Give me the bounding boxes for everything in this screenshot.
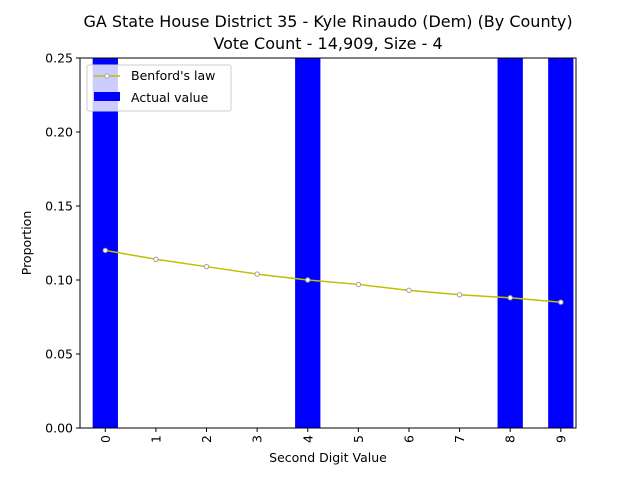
x-tick-label: 0 bbox=[98, 435, 113, 443]
x-axis: 0 1 2 3 4 5 6 7 8 9 bbox=[98, 428, 568, 443]
chart-subtitle: Vote Count - 14,909, Size - 4 bbox=[213, 34, 442, 53]
y-tick-label: 0.05 bbox=[45, 347, 73, 362]
benford-point-9 bbox=[558, 299, 564, 305]
legend-label-benford: Benford's law bbox=[131, 68, 215, 83]
y-tick-label: 0.10 bbox=[45, 273, 73, 288]
y-tick-label: 0.00 bbox=[45, 421, 73, 436]
x-tick-label: 4 bbox=[300, 435, 315, 443]
benford-line-layer bbox=[102, 247, 564, 305]
benford-point-6 bbox=[406, 287, 412, 294]
benford-point-0 bbox=[102, 247, 109, 254]
benford-point-3 bbox=[254, 271, 260, 277]
benford-point-2 bbox=[203, 263, 210, 270]
plot-frame bbox=[79, 57, 577, 429]
x-axis-label: Second Digit Value bbox=[269, 450, 387, 465]
legend-label-actual: Actual value bbox=[131, 90, 209, 105]
x-tick-label: 5 bbox=[351, 435, 366, 443]
legend-box bbox=[86, 64, 232, 112]
benford-point-1 bbox=[153, 256, 159, 262]
legend: Benford's law Actual value bbox=[86, 64, 232, 112]
x-tick-label: 7 bbox=[452, 435, 467, 443]
benford-point-8 bbox=[507, 295, 513, 301]
x-tick-label: 2 bbox=[199, 435, 214, 443]
benford-line bbox=[105, 249, 561, 303]
bar-4 bbox=[295, 58, 321, 428]
x-tick-label: 1 bbox=[148, 435, 163, 443]
bar-9 bbox=[548, 58, 574, 428]
x-tick-label: 3 bbox=[250, 435, 265, 443]
x-tick-label: 8 bbox=[503, 435, 518, 443]
benford-point-7 bbox=[456, 292, 463, 298]
bars-layer bbox=[92, 58, 574, 428]
benford-point-4 bbox=[305, 277, 311, 283]
y-axis-label: Proportion bbox=[19, 211, 34, 276]
bar-8 bbox=[497, 58, 523, 428]
y-tick-label: 0.15 bbox=[45, 199, 73, 214]
y-tick-label: 0.20 bbox=[45, 125, 73, 140]
legend-bar-swatch bbox=[94, 92, 120, 101]
legend-marker-swatch bbox=[104, 73, 110, 79]
y-axis: 0.00 0.05 0.10 0.15 0.20 0.25 bbox=[45, 51, 80, 436]
x-tick-label: 9 bbox=[553, 435, 568, 443]
y-tick-label: 0.25 bbox=[45, 51, 73, 66]
benford-point-5 bbox=[355, 281, 362, 288]
x-tick-label: 6 bbox=[401, 435, 416, 443]
chart-title: GA State House District 35 - Kyle Rinaud… bbox=[83, 12, 572, 31]
bar-0 bbox=[92, 58, 118, 428]
